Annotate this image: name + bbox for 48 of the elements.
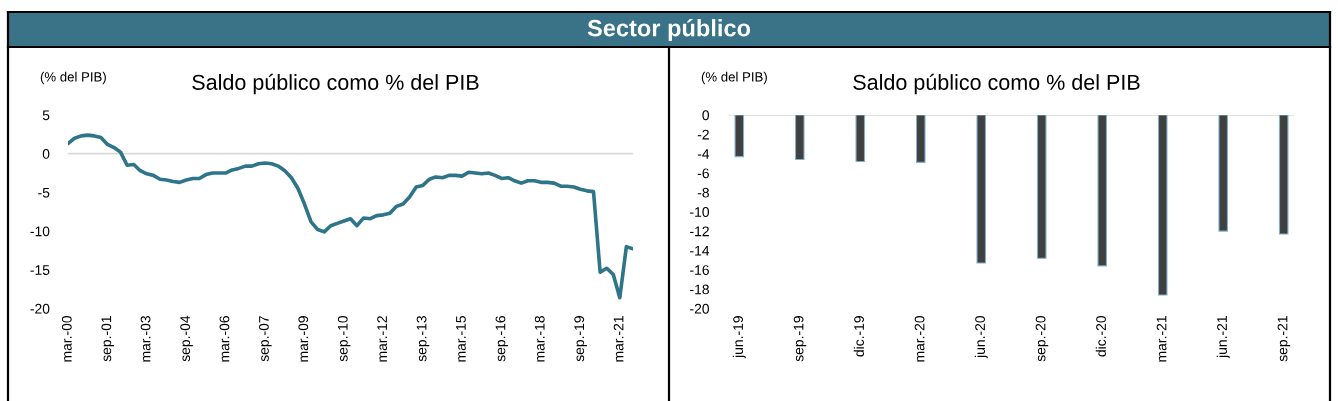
x-tick-label: sep.-21 (1277, 316, 1291, 362)
x-tick-label: mar.-06 (219, 316, 230, 362)
y-axis-title: (% del PIB) (701, 71, 767, 85)
x-tick-label: sep.-19 (793, 316, 807, 362)
x-tick-label: sep.-16 (495, 316, 509, 362)
x-tick-label: mar.-20 (914, 315, 925, 362)
x-tick-label: sep.-20 (1035, 315, 1049, 362)
y-tick-label: -10 (690, 207, 710, 217)
x-tick-label: mar.-15 (456, 316, 466, 362)
y-tick-label: -20 (30, 303, 50, 314)
y-tick-label: 5 (42, 110, 50, 121)
x-tick-label: mar.-00 (61, 315, 72, 362)
x-tick-label: jun.-19 (732, 316, 746, 359)
x-tick-label: mar.-12 (377, 316, 388, 362)
y-tick-label: -4 (697, 149, 710, 159)
x-tick-label: jun.-21 (1216, 316, 1230, 359)
y-axis-title: (% del PIB) (40, 71, 106, 85)
chart-title: Saldo público como % del PIB (192, 73, 479, 95)
x-tick-label: mar.-21 (613, 316, 624, 362)
x-tick-label: jun.-20 (974, 315, 988, 359)
y-tick-label: 0 (42, 149, 50, 159)
x-tick-label: sep.-10 (337, 315, 351, 362)
x-tick-label: mar.-21 (1156, 316, 1167, 362)
x-tick-label: sep.-13 (416, 316, 430, 362)
x-tick-label: sep.-07 (259, 316, 272, 362)
y-tick-label: -8 (697, 187, 709, 198)
x-tick-label: mar.-09 (298, 316, 309, 362)
y-tick-label: -10 (30, 226, 50, 237)
y-tick-label: -16 (690, 265, 709, 275)
chart-title: Saldo público como % del PIB (853, 73, 1140, 95)
x-tick-label: sep.-04 (180, 315, 193, 362)
y-tick-label: 0 (702, 110, 710, 121)
text: Sector público (587, 18, 751, 42)
y-tick-label: -15 (30, 265, 50, 275)
y-tick-label: -6 (697, 168, 709, 179)
y-tick-label: -14 (690, 245, 710, 256)
y-tick-label: -18 (690, 284, 709, 295)
x-tick-label: sep.-19 (574, 316, 587, 362)
x-tick-label: dic.-20 (1095, 315, 1106, 357)
x-tick-label: dic.-19 (853, 316, 864, 357)
y-tick-label: -12 (690, 226, 709, 237)
y-tick-label: -20 (690, 303, 710, 314)
y-tick-label: -2 (697, 129, 709, 140)
line-series (68, 133, 633, 300)
y-tick-label: -5 (38, 187, 50, 198)
x-tick-label: sep.-01 (101, 316, 114, 362)
x-tick-label: mar.-18 (534, 316, 545, 362)
x-tick-label: mar.-03 (140, 316, 151, 362)
